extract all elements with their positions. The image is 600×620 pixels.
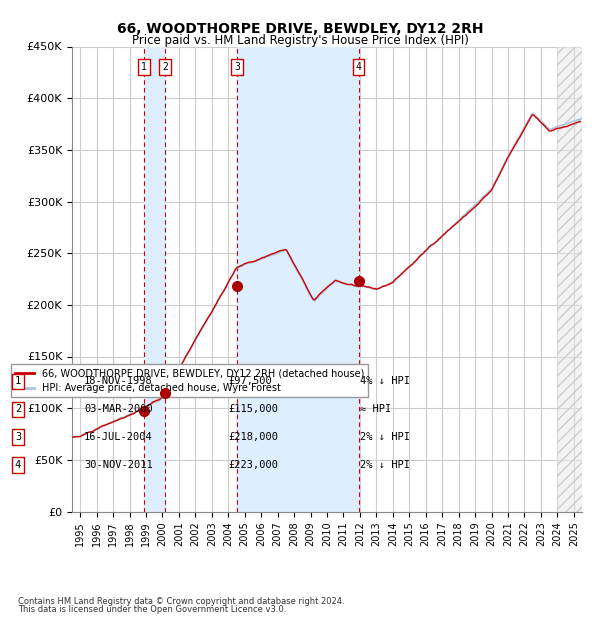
Text: Price paid vs. HM Land Registry's House Price Index (HPI): Price paid vs. HM Land Registry's House … <box>131 34 469 47</box>
Bar <box>144 46 165 512</box>
Text: 18-NOV-1998: 18-NOV-1998 <box>84 376 153 386</box>
Text: £115,000: £115,000 <box>228 404 278 414</box>
Text: This data is licensed under the Open Government Licence v3.0.: This data is licensed under the Open Gov… <box>18 604 286 614</box>
Text: 2% ↓ HPI: 2% ↓ HPI <box>360 460 410 470</box>
Text: ≈ HPI: ≈ HPI <box>360 404 391 414</box>
Text: £218,000: £218,000 <box>228 432 278 442</box>
Text: £97,500: £97,500 <box>228 376 272 386</box>
Bar <box>237 46 359 512</box>
Text: 3: 3 <box>234 62 240 72</box>
Text: 66, WOODTHORPE DRIVE, BEWDLEY, DY12 2RH: 66, WOODTHORPE DRIVE, BEWDLEY, DY12 2RH <box>117 22 483 36</box>
Text: 03-MAR-2000: 03-MAR-2000 <box>84 404 153 414</box>
Text: 4% ↓ HPI: 4% ↓ HPI <box>360 376 410 386</box>
Text: 2% ↓ HPI: 2% ↓ HPI <box>360 432 410 442</box>
Bar <box>557 46 582 512</box>
Text: £223,000: £223,000 <box>228 460 278 470</box>
Text: 30-NOV-2011: 30-NOV-2011 <box>84 460 153 470</box>
Text: 3: 3 <box>15 432 21 442</box>
Text: 1: 1 <box>141 62 147 72</box>
Text: 2: 2 <box>15 404 21 414</box>
Text: 16-JUL-2004: 16-JUL-2004 <box>84 432 153 442</box>
Text: 1: 1 <box>15 376 21 386</box>
Bar <box>557 46 582 512</box>
Text: 4: 4 <box>356 62 362 72</box>
Text: 2: 2 <box>163 62 168 72</box>
Legend: 66, WOODTHORPE DRIVE, BEWDLEY, DY12 2RH (detached house), HPI: Average price, de: 66, WOODTHORPE DRIVE, BEWDLEY, DY12 2RH … <box>11 365 368 397</box>
Text: Contains HM Land Registry data © Crown copyright and database right 2024.: Contains HM Land Registry data © Crown c… <box>18 597 344 606</box>
Text: 4: 4 <box>15 460 21 470</box>
